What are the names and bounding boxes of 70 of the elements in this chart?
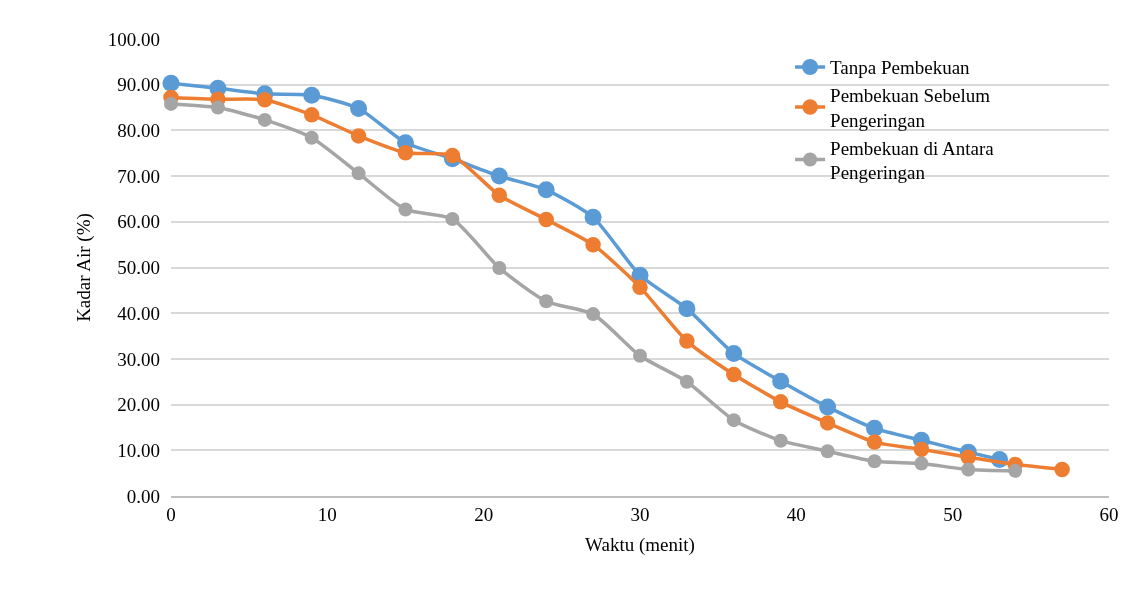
point xyxy=(772,394,789,410)
legend-label: Pembekuan di Antara Pengeringan xyxy=(830,137,995,184)
y-tick-label: 80.00 xyxy=(117,120,160,142)
point xyxy=(584,208,602,226)
point xyxy=(491,187,508,204)
point xyxy=(726,413,741,428)
point xyxy=(445,212,460,227)
point xyxy=(866,419,883,437)
point xyxy=(678,300,696,318)
y-tick-label: 10.00 xyxy=(117,439,160,461)
x-tick-label: 10 xyxy=(317,503,337,525)
point xyxy=(539,294,554,309)
point xyxy=(585,236,601,253)
point xyxy=(914,456,929,471)
x-tick-label: 40 xyxy=(786,503,806,525)
point xyxy=(397,145,414,161)
point xyxy=(162,74,180,92)
point xyxy=(961,462,976,477)
point xyxy=(960,449,977,465)
point xyxy=(350,128,367,144)
point xyxy=(586,307,601,322)
x-tick-label: 20 xyxy=(474,503,494,525)
point xyxy=(538,211,554,228)
point xyxy=(867,454,882,469)
x-tick-label: 0 xyxy=(166,503,176,525)
point xyxy=(725,344,743,362)
point xyxy=(304,130,319,145)
point xyxy=(726,366,742,383)
point xyxy=(257,112,272,127)
point xyxy=(632,279,648,295)
point xyxy=(492,260,507,275)
point xyxy=(537,181,555,199)
point xyxy=(773,433,788,448)
point xyxy=(1008,463,1023,478)
x-tick-label: 60 xyxy=(1099,503,1119,525)
y-tick-label: 60.00 xyxy=(117,211,160,233)
y-tick-label: 90.00 xyxy=(117,74,160,96)
y-axis-title: Kadar Air (%) xyxy=(72,213,95,322)
point xyxy=(679,333,695,349)
y-tick-label: 20.00 xyxy=(117,394,160,416)
point xyxy=(164,96,178,111)
x-axis-title: Waktu (menit) xyxy=(585,534,695,557)
point xyxy=(633,348,647,363)
point xyxy=(866,434,883,450)
point xyxy=(679,374,694,389)
point xyxy=(351,166,366,181)
x-tick-label: 30 xyxy=(630,503,650,525)
point xyxy=(303,107,320,123)
point xyxy=(819,398,837,416)
y-tick-label: 100.00 xyxy=(107,28,160,50)
point xyxy=(350,99,368,117)
point xyxy=(820,444,835,459)
point xyxy=(303,86,321,104)
point xyxy=(398,202,413,217)
point xyxy=(210,100,225,115)
y-tick-label: 30.00 xyxy=(117,348,160,370)
y-tick-label: 40.00 xyxy=(117,302,160,324)
point xyxy=(913,441,930,458)
point xyxy=(772,372,790,390)
x-tick-label: 50 xyxy=(943,503,963,525)
point xyxy=(257,92,273,108)
point xyxy=(1054,461,1070,478)
legend-label: Tanpa Pembekuan xyxy=(830,57,971,79)
legend-label: Pembekuan Sebelum Pengeringan xyxy=(830,85,991,131)
point xyxy=(819,415,836,431)
point xyxy=(444,147,461,164)
y-tick-label: 70.00 xyxy=(117,165,160,187)
point xyxy=(490,167,508,185)
y-tick-label: 50.00 xyxy=(117,257,160,279)
y-tick-label: 0.00 xyxy=(126,485,160,507)
